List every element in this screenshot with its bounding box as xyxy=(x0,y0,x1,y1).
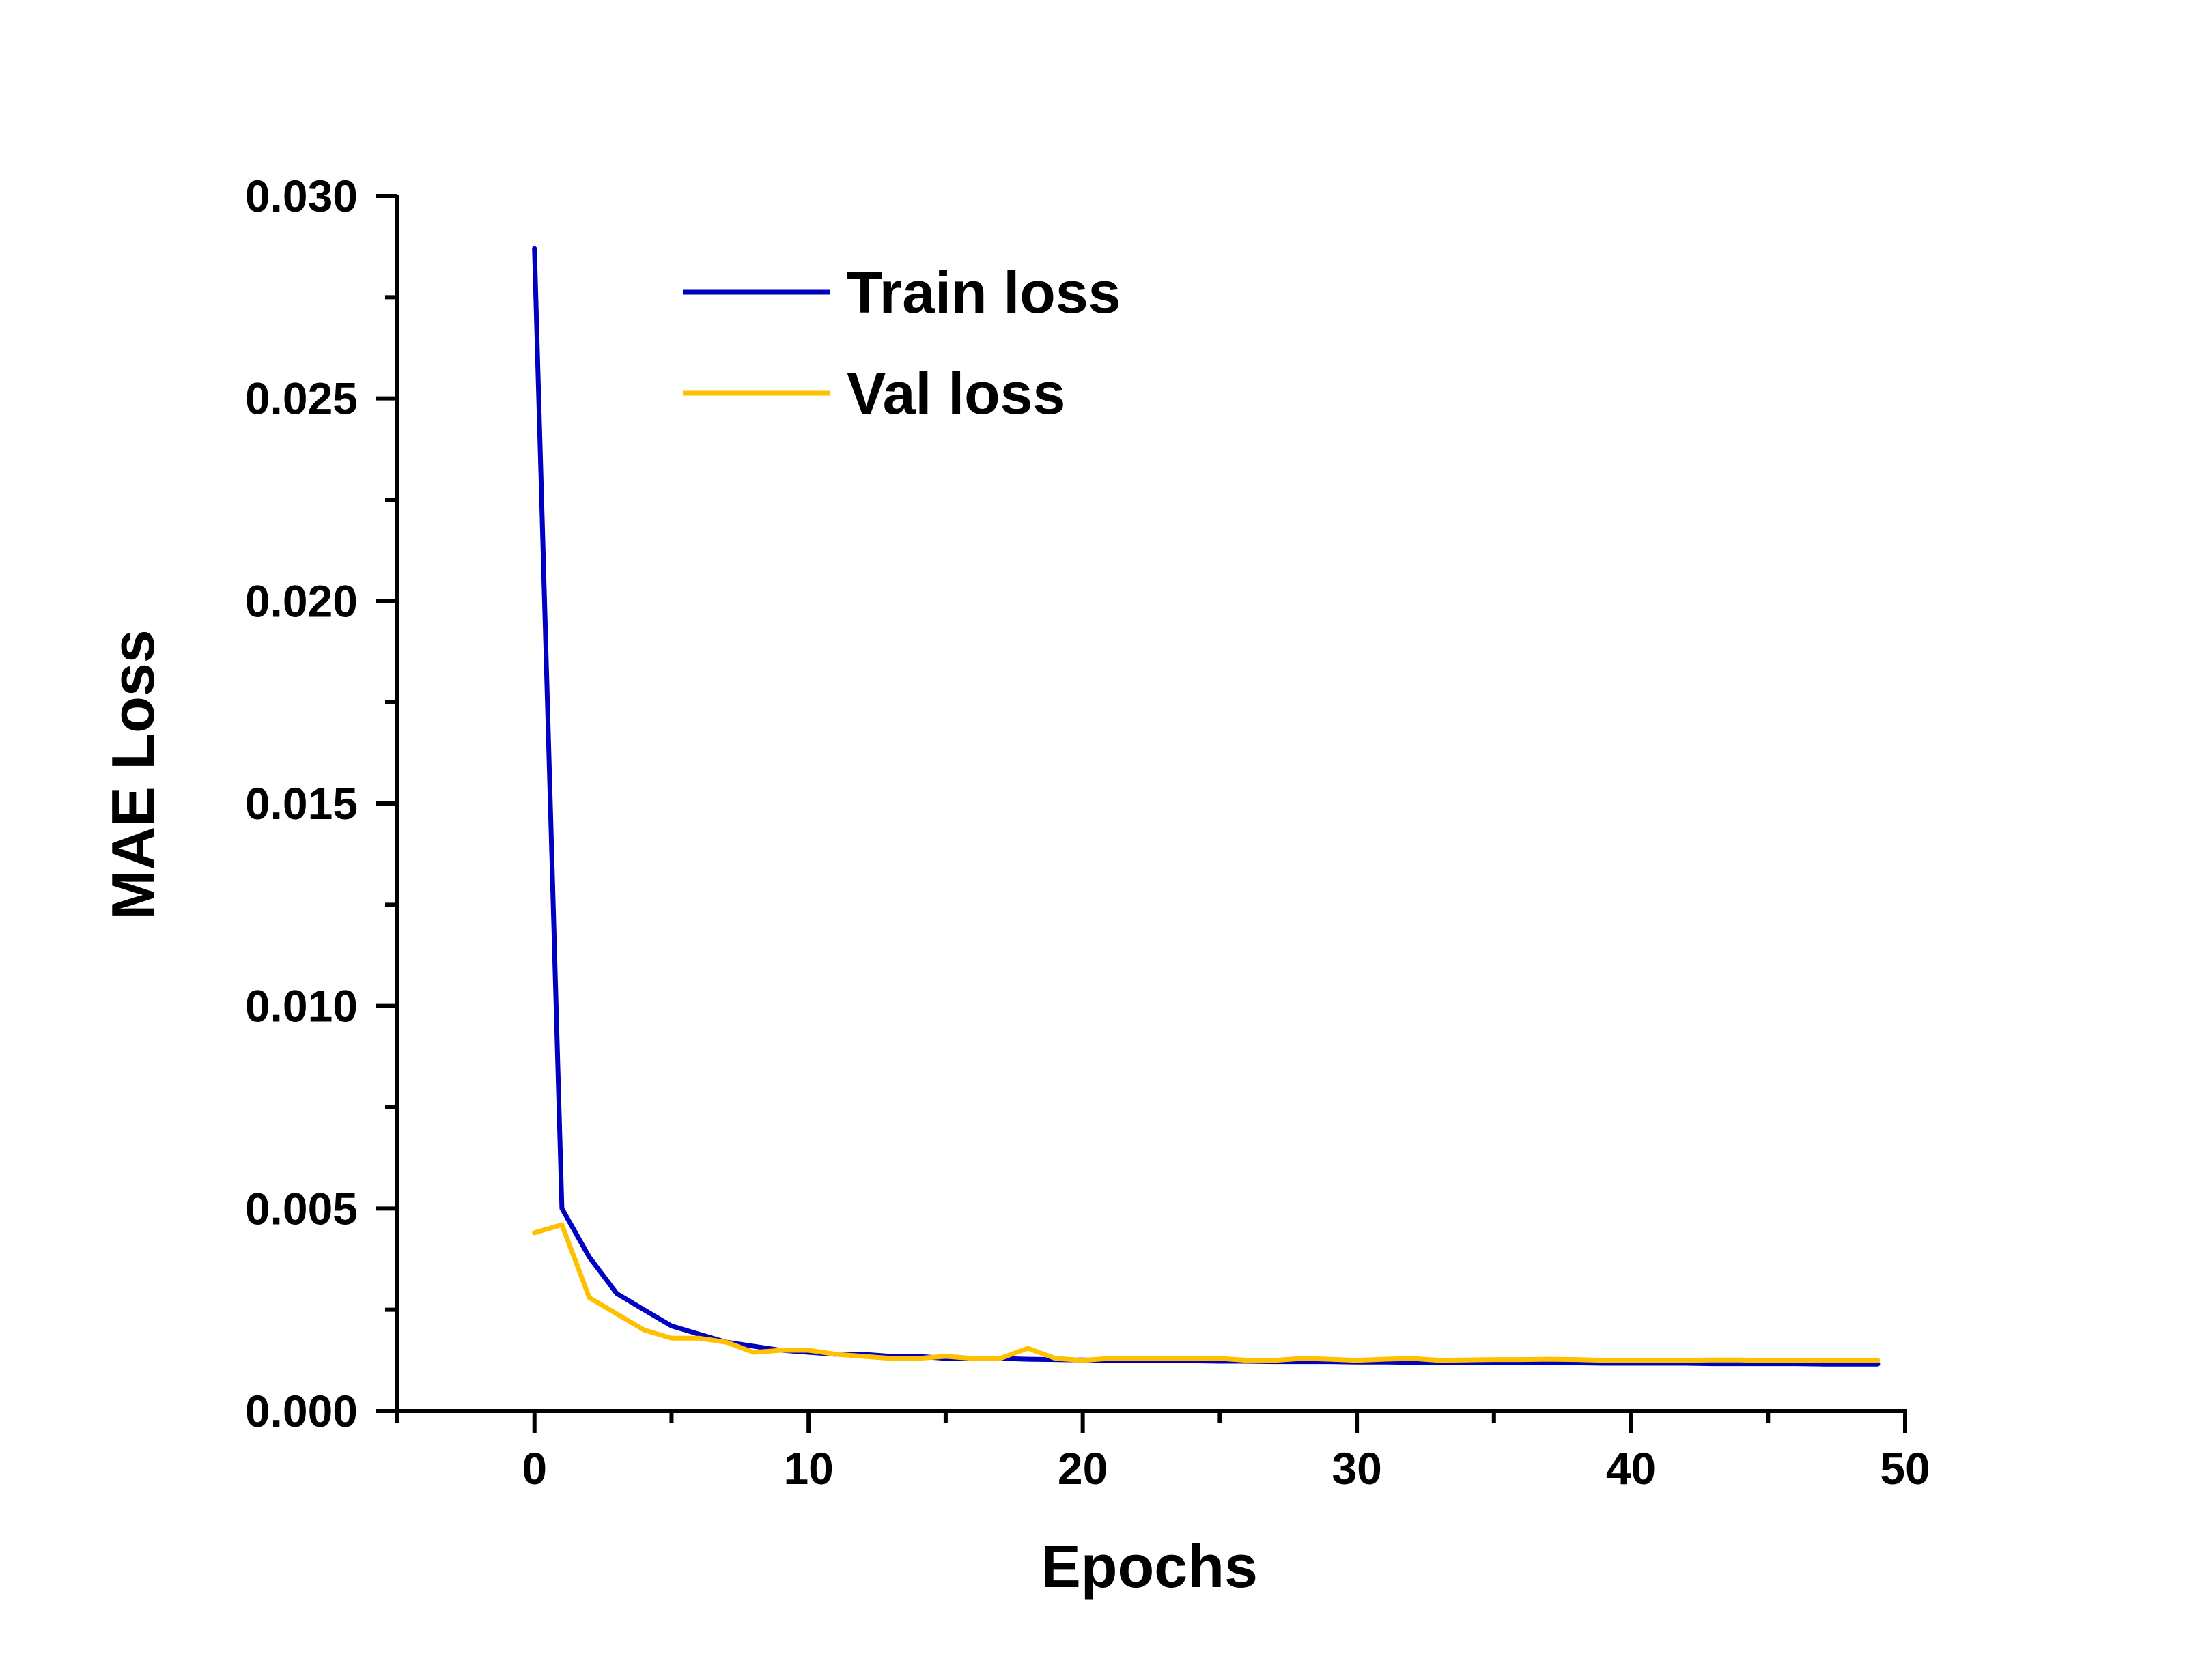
x-axis-title: Epochs xyxy=(1041,1533,1258,1600)
y-tick-label: 0.025 xyxy=(245,373,358,424)
x-tick-label: 20 xyxy=(1058,1443,1108,1494)
y-tick-label: 0.030 xyxy=(245,171,358,221)
legend: Train loss Val loss xyxy=(683,260,1121,427)
y-tick-label: 0.010 xyxy=(245,981,358,1031)
y-tick-label: 0.005 xyxy=(245,1183,358,1234)
y-tick-label: 0.000 xyxy=(245,1386,358,1436)
y-tick-label: 0.015 xyxy=(245,778,358,829)
x-tick-label: 50 xyxy=(1880,1443,1930,1494)
y-axis-title: MAE Loss xyxy=(99,629,167,920)
legend-label: Train loss xyxy=(847,260,1121,326)
x-tick-label: 30 xyxy=(1332,1443,1381,1494)
legend-label: Val loss xyxy=(847,361,1065,427)
y-tick-label: 0.020 xyxy=(245,575,358,626)
axes: 0.000 0.005 0.010 0.015 0.020 0.025 0.030 0 10 20… xyxy=(245,171,1930,1494)
x-tick-label: 0 xyxy=(522,1443,547,1494)
series-line-val-loss xyxy=(532,1222,1881,1363)
x-tick-label: 10 xyxy=(783,1443,833,1494)
series-layer xyxy=(532,246,1881,1367)
series-line-train-loss xyxy=(532,246,1881,1367)
x-tick-label: 40 xyxy=(1606,1443,1656,1494)
